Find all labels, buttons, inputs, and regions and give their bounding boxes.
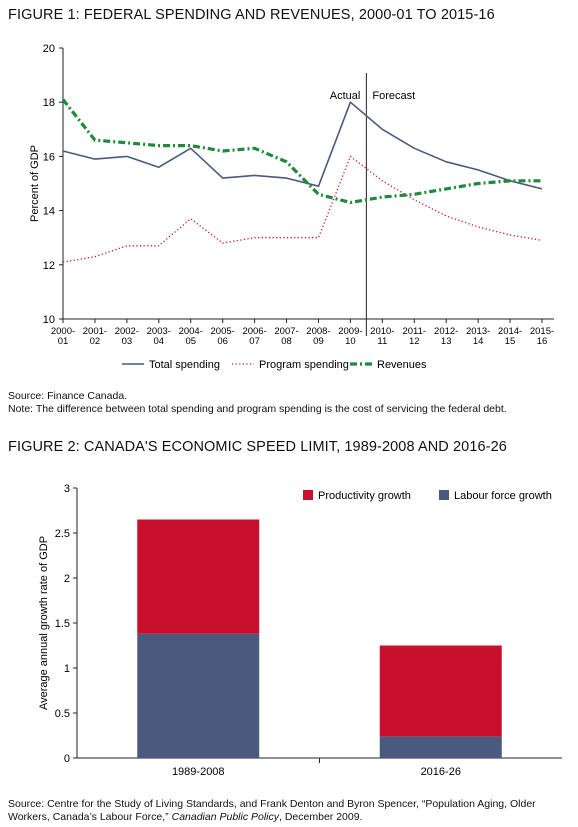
series-line-revenues	[61, 98, 542, 205]
x-tick-label-line2: 07	[249, 336, 260, 347]
x-tick-label-line1: 2004-	[179, 326, 203, 337]
legend-label: Productivity growth	[318, 490, 411, 502]
x-tick-label-line1: 2010-	[370, 326, 394, 337]
x-tick-label-line1: 2002-	[115, 326, 139, 337]
x-tick-label-line2: 09	[313, 336, 324, 347]
x-tick-label: 2004-05	[179, 326, 203, 347]
x-tick-label-line1: 2006-	[242, 326, 266, 337]
actual-annotation: Actual	[330, 90, 361, 102]
legend-swatch	[303, 490, 313, 500]
y-tick-label: 10	[43, 314, 55, 326]
x-tick-label-line1: 2000-	[51, 326, 75, 337]
x-tick-label: 2009-10	[338, 326, 362, 347]
figure2-title: FIGURE 2: CANADA'S ECONOMIC SPEED LIMIT,…	[8, 439, 507, 455]
figure2-source-prefix: Source: Centre for the Study of Living S…	[8, 798, 536, 823]
x-tick-label-line1: 2008-	[306, 326, 330, 337]
x-tick-label: 2008-09	[306, 326, 330, 347]
y-tick-label: 3	[64, 483, 70, 495]
bar-productivity-growth	[137, 519, 260, 634]
figure2-source-journal: Canadian Public Policy	[171, 811, 280, 823]
x-tick-label-line2: 02	[90, 336, 101, 347]
x-tick-label-line1: 2009-	[338, 326, 362, 337]
x-tick-label: 2016-26	[421, 766, 461, 778]
figure1-title: FIGURE 1: FEDERAL SPENDING AND REVENUES,…	[8, 7, 495, 23]
x-tick-label-line1: 2013-	[466, 326, 490, 337]
figure2-source-suffix: , December 2009.	[279, 811, 363, 823]
bar-productivity-growth	[379, 645, 502, 737]
legend-label: Labour force growth	[454, 490, 552, 502]
x-tick-label-line1: 2015-	[530, 326, 554, 337]
legend-label: Program spending	[259, 359, 349, 371]
x-tick-label-line2: 16	[537, 336, 548, 347]
x-tick-label-line2: 14	[473, 336, 484, 347]
x-tick-label: 2007-08	[274, 326, 298, 347]
x-tick-label-line1: 2005-	[211, 326, 235, 337]
y-tick-label: 16	[43, 151, 55, 163]
x-tick-label: 2002-03	[115, 326, 139, 347]
x-tick-label-line1: 2003-	[147, 326, 171, 337]
y-tick-label: 1	[64, 663, 70, 675]
y-tick-label: 20	[43, 43, 55, 55]
x-tick-label-line2: 06	[217, 336, 228, 347]
bar-labour-force-growth	[137, 633, 260, 758]
x-tick-label: 2005-06	[211, 326, 235, 347]
y-tick-label: 14	[43, 206, 55, 218]
bar-labour-force-growth	[379, 736, 502, 758]
x-tick-label: 2013-14	[466, 326, 490, 347]
y-tick-label: 1.5	[55, 618, 70, 630]
x-tick-label-line2: 03	[122, 336, 133, 347]
x-tick-label-line2: 08	[281, 336, 292, 347]
x-tick-label-line1: 2014-	[498, 326, 522, 337]
figure1-chart: 10 12 14 16 18 20 Percent of GDP 2000-01 2001-02…	[29, 43, 554, 371]
x-tick-label: 2011-12	[402, 326, 426, 347]
x-tick-label: 2015-16	[530, 326, 554, 347]
x-tick-label-line1: 2007-	[274, 326, 298, 337]
x-tick-label-line2: 12	[409, 336, 420, 347]
x-tick-label-line2: 01	[58, 336, 69, 347]
series-line-total-spending	[62, 101, 543, 190]
x-tick-label-line1: 2012-	[434, 326, 458, 337]
y-tick-label: 2.5	[55, 528, 70, 540]
x-tick-label: 1989-2008	[172, 766, 225, 778]
forecast-annotation: Forecast	[372, 90, 415, 102]
legend-label: Revenues	[377, 359, 427, 371]
x-tick-label: 2003-04	[147, 326, 171, 347]
x-tick-label-line2: 04	[154, 336, 165, 347]
x-tick-label: 2012-13	[434, 326, 458, 347]
series-line-program-spending	[62, 155, 543, 263]
x-tick-label: 2010-11	[370, 326, 394, 347]
y-tick-label: 12	[43, 260, 55, 272]
figure2-source: Source: Centre for the Study of Living S…	[8, 798, 573, 824]
y-axis-label: Average annual growth rate of GDP	[38, 536, 50, 710]
figure1-note: Note: The difference between total spend…	[8, 403, 507, 415]
x-tick-label: 2001-02	[83, 326, 107, 347]
y-tick-label: 0	[64, 753, 70, 765]
figure2-chart: 0 0.5 1 1.5 2 2.5 3 Average annual growth rate …	[38, 483, 562, 778]
legend-label: Total spending	[149, 359, 220, 371]
y-tick-label: 2	[64, 573, 70, 585]
y-tick-label: 18	[43, 97, 55, 109]
x-tick-label: 2014-15	[498, 326, 522, 347]
y-axis-label: Percent of GDP	[29, 145, 41, 222]
x-tick-label-line2: 13	[441, 336, 452, 347]
x-tick-label-line1: 2011-	[402, 326, 426, 337]
x-tick-label: 2006-07	[242, 326, 266, 347]
legend-swatch	[439, 490, 449, 500]
x-tick-label-line1: 2001-	[83, 326, 107, 337]
x-tick-label-line2: 05	[185, 336, 196, 347]
x-tick-label: 2000-01	[51, 326, 75, 347]
x-tick-label-line2: 15	[505, 336, 516, 347]
x-tick-label-line2: 10	[345, 336, 356, 347]
y-tick-label: 0.5	[55, 708, 70, 720]
x-tick-label-line2: 11	[377, 336, 387, 347]
figure1-source: Source: Finance Canada.	[8, 390, 128, 402]
